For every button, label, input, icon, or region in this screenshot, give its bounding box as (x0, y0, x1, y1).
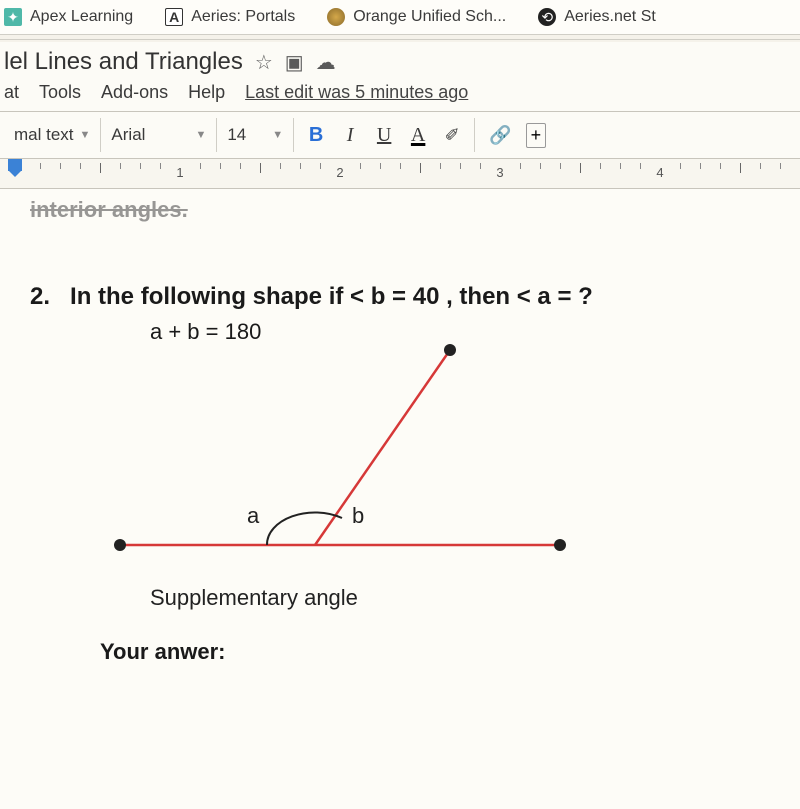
point-top (444, 344, 456, 356)
angle-diagram: a b (80, 335, 600, 595)
divider (0, 39, 800, 40)
underline-button[interactable]: U (372, 124, 396, 147)
ruler[interactable]: 1 2 3 4 (0, 159, 800, 189)
angle-arc (267, 512, 342, 545)
question-text: 2. In the following shape if < b = 40 , … (30, 283, 770, 311)
bookmark-aeriesnet[interactable]: ⟲ Aeries.net St (538, 8, 656, 26)
label-a: a (247, 503, 259, 529)
toolbar: mal text ▼ Arial ▼ 14 ▼ B I U A ✐ 🔗 + (0, 112, 800, 159)
size-group: 14 ▼ (217, 118, 294, 152)
italic-button[interactable]: I (338, 124, 362, 147)
move-icon[interactable]: ▣ (285, 50, 304, 75)
bookmark-apex[interactable]: ✦ Apex Learning (4, 8, 133, 26)
chevron-down-icon: ▼ (272, 129, 283, 141)
format-group: B I U A ✐ (294, 118, 475, 152)
apex-icon: ✦ (4, 8, 22, 26)
font-group: Arial ▼ (101, 118, 217, 152)
font-family-select[interactable]: Arial (111, 125, 145, 145)
orange-icon (327, 8, 345, 26)
chevron-down-icon: ▼ (80, 129, 91, 141)
bold-button[interactable]: B (304, 124, 328, 147)
answer-label: Your anwer: (100, 639, 770, 665)
add-button[interactable]: + (526, 123, 547, 148)
truncated-text: interior angles. (30, 197, 770, 223)
ruler-ticks: 1 2 3 4 (0, 163, 800, 189)
aeries-icon: A (165, 8, 183, 26)
diagram-svg (80, 335, 600, 595)
menu-bar: at Tools Add-ons Help Last edit was 5 mi… (0, 78, 800, 112)
aeriesnet-icon: ⟲ (538, 8, 556, 26)
menu-addons[interactable]: Add-ons (101, 82, 168, 103)
insert-link-button[interactable]: 🔗 (485, 124, 515, 147)
point-right (554, 539, 566, 551)
last-edit-link[interactable]: Last edit was 5 minutes ago (245, 82, 468, 103)
highlighter-button[interactable]: ✐ (440, 125, 464, 146)
insert-group: 🔗 + (475, 118, 556, 152)
star-icon[interactable]: ☆ (255, 50, 273, 75)
cloud-icon[interactable]: ☁ (316, 50, 336, 75)
bookmark-orange[interactable]: Orange Unified Sch... (327, 8, 506, 26)
paragraph-style-select[interactable]: mal text ▼ (14, 125, 90, 145)
label-b: b (352, 503, 364, 529)
style-group: mal text ▼ (4, 118, 101, 152)
font-size-select[interactable]: 14 (227, 125, 246, 145)
bookmark-label: Orange Unified Sch... (353, 8, 506, 26)
document-canvas[interactable]: interior angles. 2. In the following sha… (0, 189, 800, 809)
bookmark-aeries[interactable]: A Aeries: Portals (165, 8, 295, 26)
menu-at[interactable]: at (4, 82, 19, 103)
doc-title-row: lel Lines and Triangles ☆ ▣ ☁ (0, 42, 800, 78)
bookmark-label: Aeries.net St (564, 8, 656, 26)
menu-help[interactable]: Help (188, 82, 225, 103)
text-color-button[interactable]: A (406, 124, 430, 147)
bookmarks-bar: ✦ Apex Learning A Aeries: Portals Orange… (0, 0, 800, 35)
bookmark-label: Apex Learning (30, 8, 133, 26)
point-left (114, 539, 126, 551)
bookmark-label: Aeries: Portals (191, 8, 295, 26)
menu-tools[interactable]: Tools (39, 82, 81, 103)
doc-title[interactable]: lel Lines and Triangles (4, 48, 243, 76)
chevron-down-icon: ▼ (195, 129, 206, 141)
